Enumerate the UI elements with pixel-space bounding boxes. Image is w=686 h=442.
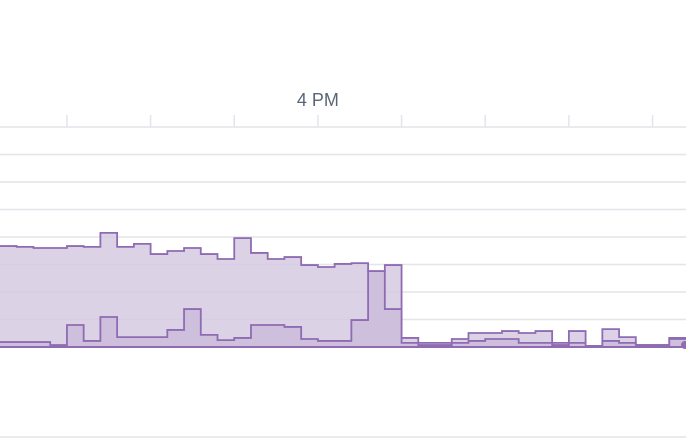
area	[0, 232, 686, 347]
x-tick-label: 4 PM	[297, 90, 339, 110]
line	[0, 231, 686, 347]
line	[0, 270, 686, 347]
area	[0, 271, 686, 347]
end-dot	[681, 341, 686, 349]
